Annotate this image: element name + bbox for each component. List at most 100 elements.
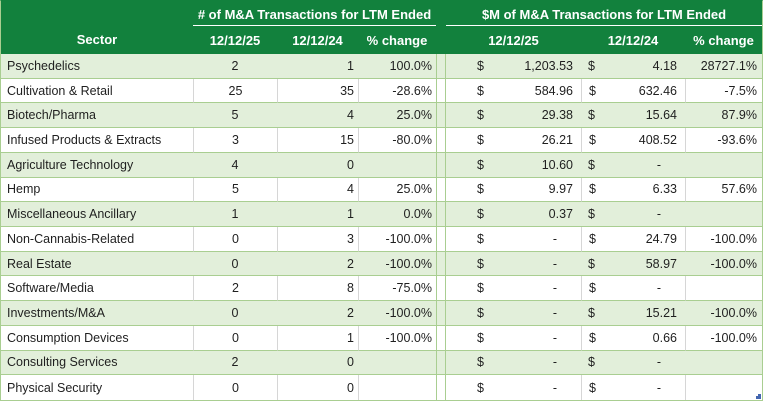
sector-column-header[interactable]: Sector (76, 32, 118, 47)
amount-prior-cell[interactable]: $15.64 (581, 103, 685, 129)
count-pct-cell[interactable]: -75.0% (358, 276, 436, 302)
amount-pct-cell[interactable]: -7.5% (685, 78, 762, 104)
amount-pct-cell[interactable]: 87.9% (685, 103, 762, 129)
count-pct-column-header[interactable]: % change (366, 32, 428, 48)
amount-pct-cell[interactable]: 28727.1% (685, 54, 762, 79)
amount-prior-column-header[interactable]: 12/12/24 (607, 32, 659, 48)
count-current-cell[interactable]: 25 (193, 78, 277, 104)
sector-cell[interactable]: Cultivation & Retail (1, 79, 193, 104)
count-prior-cell[interactable]: 3 (277, 227, 358, 252)
count-pct-cell[interactable]: 100.0% (358, 54, 436, 79)
count-pct-cell[interactable]: 25.0% (358, 177, 436, 203)
count-current-cell[interactable]: 5 (193, 103, 277, 129)
amount-prior-cell[interactable]: $ - (581, 202, 685, 228)
amount-prior-cell[interactable]: $632.46 (581, 78, 685, 104)
count-prior-cell[interactable]: 15 (277, 128, 358, 153)
amount-pct-cell[interactable]: -100.0% (685, 252, 762, 277)
amount-pct-cell[interactable]: 57.6% (685, 177, 762, 203)
amount-prior-cell[interactable]: $ - (581, 375, 685, 401)
amount-current-cell[interactable]: $9.97 (446, 178, 581, 203)
amount-pct-cell[interactable]: -100.0% (685, 301, 762, 326)
amount-current-cell[interactable]: $10.60 (446, 153, 581, 178)
count-pct-cell[interactable]: -100.0% (358, 227, 436, 252)
amount-current-cell[interactable]: $ - (446, 252, 581, 277)
amount-pct-column-header[interactable]: % change (693, 32, 754, 48)
sector-cell[interactable]: Non-Cannabis-Related (1, 227, 193, 252)
count-current-cell[interactable]: 0 (193, 375, 277, 401)
count-prior-cell[interactable]: 2 (277, 301, 358, 326)
sector-cell[interactable]: Agriculture Technology (1, 153, 193, 178)
count-current-cell[interactable]: 0 (193, 325, 277, 351)
count-group-header[interactable]: # of M&A Transactions for LTM Ended (193, 1, 436, 26)
amount-prior-cell[interactable]: $408.52 (581, 128, 685, 153)
amount-pct-cell[interactable] (685, 276, 762, 302)
amount-prior-cell[interactable]: $24.79 (581, 227, 685, 252)
count-pct-cell[interactable]: -100.0% (358, 252, 436, 277)
count-current-cell[interactable]: 0 (193, 301, 277, 326)
amount-prior-cell[interactable]: $0.66 (581, 325, 685, 351)
amount-prior-cell[interactable]: $ - (581, 351, 685, 376)
count-current-cell[interactable]: 4 (193, 153, 277, 178)
count-pct-cell[interactable]: 0.0% (358, 202, 436, 228)
sector-cell[interactable]: Infused Products & Extracts (1, 128, 193, 153)
amount-prior-cell[interactable]: $ - (581, 153, 685, 178)
amount-current-cell[interactable]: $0.37 (446, 202, 581, 228)
count-pct-cell[interactable]: -28.6% (358, 78, 436, 104)
count-prior-cell[interactable]: 4 (277, 103, 358, 129)
amount-pct-cell[interactable]: -100.0% (685, 325, 762, 351)
count-prior-cell[interactable]: 2 (277, 252, 358, 277)
count-pct-cell[interactable] (358, 351, 436, 376)
count-prior-cell[interactable]: 35 (277, 78, 358, 104)
count-pct-cell[interactable] (358, 153, 436, 178)
count-current-cell[interactable]: 0 (193, 227, 277, 252)
count-current-cell[interactable]: 2 (193, 276, 277, 302)
sector-cell[interactable]: Miscellaneous Ancillary (1, 202, 193, 228)
amount-current-cell[interactable]: $ - (446, 276, 581, 302)
count-prior-cell[interactable]: 4 (277, 177, 358, 203)
amount-current-column-header[interactable]: 12/12/25 (488, 32, 539, 48)
count-prior-cell[interactable]: 1 (277, 202, 358, 228)
amount-prior-cell[interactable]: $58.97 (581, 252, 685, 277)
amount-pct-cell[interactable] (685, 375, 762, 401)
count-prior-column-header[interactable]: 12/12/24 (292, 32, 343, 48)
amount-current-cell[interactable]: $29.38 (446, 103, 581, 129)
count-current-cell[interactable]: 5 (193, 177, 277, 203)
amount-prior-cell[interactable]: $4.18 (581, 54, 685, 79)
count-prior-cell[interactable]: 0 (277, 375, 358, 401)
amount-current-cell[interactable]: $ - (446, 375, 581, 400)
count-current-cell[interactable]: 2 (193, 351, 277, 376)
sector-cell[interactable]: Hemp (1, 178, 193, 203)
count-current-cell[interactable]: 0 (193, 252, 277, 277)
sector-cell[interactable]: Physical Security (7, 380, 103, 395)
amount-current-cell[interactable]: $ - (446, 301, 581, 326)
sector-cell[interactable]: Software/Media (1, 276, 193, 302)
count-pct-cell[interactable]: -100.0% (358, 301, 436, 326)
sector-cell[interactable]: Psychedelics (1, 54, 193, 79)
count-current-column-header[interactable]: 12/12/25 (209, 32, 261, 48)
table-resize-handle-icon[interactable] (756, 394, 761, 399)
amount-group-header[interactable]: $M of M&A Transactions for LTM Ended (446, 1, 762, 26)
amount-pct-cell[interactable] (685, 153, 762, 178)
count-prior-cell[interactable]: 0 (277, 351, 358, 376)
sector-cell[interactable]: Consumption Devices (1, 326, 193, 351)
amount-current-cell[interactable]: $ - (446, 227, 581, 252)
count-prior-cell[interactable]: 8 (277, 276, 358, 302)
amount-current-cell[interactable]: $1,203.53 (446, 54, 581, 79)
count-prior-cell[interactable]: 1 (277, 325, 358, 351)
sector-cell[interactable]: Consulting Services (1, 351, 193, 376)
count-pct-cell[interactable]: -80.0% (358, 128, 436, 153)
amount-current-cell[interactable]: $ - (446, 326, 581, 351)
sector-cell[interactable]: Biotech/Pharma (1, 103, 193, 129)
amount-pct-cell[interactable] (685, 351, 762, 376)
count-prior-cell[interactable]: 0 (277, 153, 358, 178)
count-pct-cell[interactable]: 25.0% (358, 103, 436, 129)
count-pct-cell[interactable]: -100.0% (358, 325, 436, 351)
amount-pct-cell[interactable]: -100.0% (685, 227, 762, 252)
count-pct-cell[interactable] (358, 375, 436, 401)
amount-prior-cell[interactable]: $6.33 (581, 177, 685, 203)
amount-pct-cell[interactable] (685, 202, 762, 228)
amount-prior-cell[interactable]: $ - (581, 276, 685, 302)
amount-current-cell[interactable]: $584.96 (446, 79, 581, 104)
amount-pct-cell[interactable]: -93.6% (685, 128, 762, 153)
sector-cell[interactable]: Real Estate (1, 252, 193, 277)
